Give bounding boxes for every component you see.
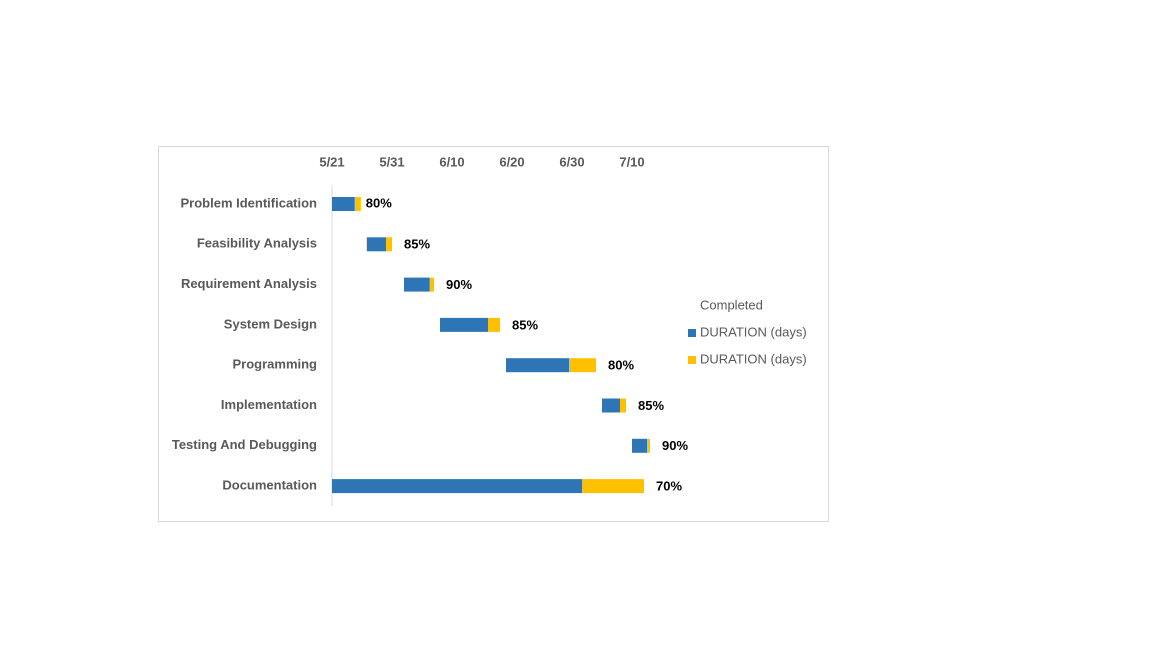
bar — [354, 197, 361, 211]
percent-label: 80% — [366, 195, 392, 210]
bar — [440, 317, 488, 332]
x-tick-label: 5/31 — [379, 154, 404, 169]
x-tick-label: 7/10 — [619, 154, 644, 169]
bar — [386, 237, 392, 252]
percent-label: 80% — [608, 358, 634, 373]
percent-label: 90% — [662, 438, 688, 453]
legend-swatch — [688, 329, 696, 337]
y-tick-label: Documentation — [222, 478, 317, 493]
legend-label: DURATION (days) — [700, 351, 807, 366]
bar — [332, 479, 583, 494]
chart-frame — [158, 146, 829, 522]
y-tick-label: System Design — [224, 316, 317, 331]
bar — [488, 317, 500, 332]
percent-label: 85% — [638, 398, 664, 413]
legend-label: DURATION (days) — [700, 324, 807, 339]
bar — [429, 277, 434, 292]
x-tick-label: 5/21 — [319, 154, 344, 169]
y-tick-label: Feasibility Analysis — [197, 236, 317, 251]
percent-label: 85% — [512, 317, 538, 332]
y-tick-label: Problem Identification — [180, 195, 317, 210]
bar — [506, 358, 569, 373]
percent-label: 85% — [404, 237, 430, 252]
bar — [582, 479, 644, 494]
legend-label: Completed — [700, 297, 763, 312]
y-tick-label: Testing And Debugging — [172, 437, 317, 452]
y-tick-label: Implementation — [221, 397, 317, 412]
bar — [366, 237, 386, 252]
x-tick-label: 6/30 — [559, 154, 584, 169]
bar — [332, 197, 355, 211]
legend-swatch — [688, 356, 696, 364]
y-tick-label: Requirement Analysis — [181, 276, 317, 291]
percent-label: 90% — [446, 277, 472, 292]
bar — [602, 398, 620, 413]
bar — [620, 398, 626, 413]
bar — [647, 438, 650, 453]
bar — [632, 438, 647, 453]
bar — [569, 358, 596, 373]
y-tick-label: Programming — [232, 357, 317, 372]
x-tick-label: 6/10 — [439, 154, 464, 169]
percent-label: 70% — [656, 479, 682, 494]
bar — [404, 277, 430, 292]
x-tick-label: 6/20 — [499, 154, 524, 169]
